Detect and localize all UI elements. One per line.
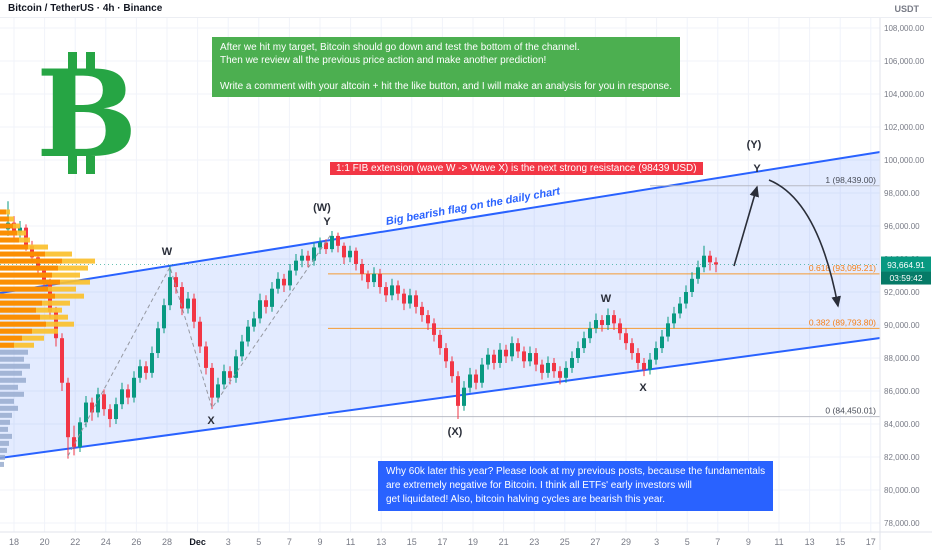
symbol-title[interactable]: Bitcoin / TetherUS · 4h · Binance [8, 3, 163, 14]
svg-text:26: 26 [131, 537, 141, 547]
svg-text:W: W [601, 293, 612, 305]
svg-text:100,000.00: 100,000.00 [884, 156, 925, 165]
svg-text:98,000.00: 98,000.00 [884, 189, 920, 198]
price-axis[interactable] [880, 18, 932, 532]
svg-text:Y: Y [323, 216, 331, 228]
wave-zigzag [67, 232, 333, 457]
svg-text:3: 3 [226, 537, 231, 547]
quote-currency-label: USDT [894, 4, 920, 14]
svg-text:(X): (X) [448, 426, 463, 438]
svg-text:96,000.00: 96,000.00 [884, 222, 920, 231]
fib-resistance-label[interactable]: 1:1 FIB extension (wave W -> Wave X) is … [330, 162, 703, 175]
blue-note-annotation[interactable]: Why 60k later this year? Please look at … [378, 461, 774, 511]
svg-text:1 (98,439.00): 1 (98,439.00) [825, 175, 876, 185]
svg-text:W: W [162, 246, 173, 258]
svg-text:B: B [36, 46, 132, 178]
svg-text:13: 13 [376, 537, 386, 547]
trend-channel [0, 151, 881, 459]
svg-text:29: 29 [621, 537, 631, 547]
time-axis[interactable] [0, 532, 932, 550]
svg-text:24: 24 [101, 537, 111, 547]
note-line [220, 67, 672, 80]
svg-text:03:59:42: 03:59:42 [889, 273, 922, 283]
svg-text:9: 9 [746, 537, 751, 547]
svg-text:20: 20 [40, 537, 50, 547]
svg-text:18: 18 [9, 537, 19, 547]
svg-text:5: 5 [685, 537, 690, 547]
svg-text:84,000.00: 84,000.00 [884, 420, 920, 429]
prediction-arrows [733, 179, 841, 308]
note-line: get liquidated! Also, bitcoin halving cy… [386, 494, 666, 505]
svg-text:86,000.00: 86,000.00 [884, 387, 920, 396]
svg-text:17: 17 [437, 537, 447, 547]
wave-labels: W X (W) Y (X) W X Y (Y) [162, 139, 762, 438]
svg-text:5: 5 [256, 537, 261, 547]
svg-text:22: 22 [70, 537, 80, 547]
svg-text:19: 19 [468, 537, 478, 547]
svg-text:80,000.00: 80,000.00 [884, 486, 920, 495]
svg-text:78,000.00: 78,000.00 [884, 519, 920, 528]
last-price-badge: 93,664.91 03:59:42 [881, 256, 931, 285]
bitcoin-logo: B [36, 44, 137, 185]
svg-text:21: 21 [499, 537, 509, 547]
svg-text:23: 23 [529, 537, 539, 547]
svg-text:106,000.00: 106,000.00 [884, 57, 925, 66]
svg-text:82,000.00: 82,000.00 [884, 453, 920, 462]
svg-text:108,000.00: 108,000.00 [884, 24, 925, 33]
svg-text:88,000.00: 88,000.00 [884, 354, 920, 363]
bitcoin-glyph: B [36, 44, 137, 185]
note-line: After we hit my target, Bitcoin should g… [220, 42, 580, 53]
svg-text:15: 15 [407, 537, 417, 547]
fib-levels: 1 (98,439.00) 0.618 (93,095.21) 0.382 (89,… [328, 175, 880, 418]
volume-profile [0, 209, 95, 467]
svg-text:0.618 (93,095.21): 0.618 (93,095.21) [809, 263, 876, 273]
svg-text:17: 17 [866, 537, 876, 547]
svg-text:28: 28 [162, 537, 172, 547]
svg-text:102,000.00: 102,000.00 [884, 123, 925, 132]
note-line: Write a comment with your altcoin + hit … [220, 81, 672, 92]
svg-text:11: 11 [346, 537, 355, 547]
svg-text:93,664.91: 93,664.91 [887, 260, 925, 270]
chart-header: Bitcoin / TetherUS · 4h · Binance [0, 0, 932, 18]
svg-text:7: 7 [715, 537, 720, 547]
svg-text:27: 27 [590, 537, 600, 547]
svg-text:15: 15 [835, 537, 845, 547]
svg-text:7: 7 [287, 537, 292, 547]
svg-text:Dec: Dec [189, 537, 206, 547]
svg-text:13: 13 [805, 537, 815, 547]
svg-text:3: 3 [654, 537, 659, 547]
svg-text:X: X [639, 382, 647, 394]
svg-text:X: X [207, 415, 215, 427]
svg-text:104,000.00: 104,000.00 [884, 90, 925, 99]
svg-text:9: 9 [317, 537, 322, 547]
note-line: Then we review all the previous price ac… [220, 55, 547, 66]
note-line: are extremely negative for Bitcoin. I th… [386, 480, 692, 491]
svg-text:(W): (W) [313, 202, 331, 214]
svg-text:11: 11 [774, 537, 783, 547]
note-line: Why 60k later this year? Please look at … [386, 466, 766, 477]
svg-text:25: 25 [560, 537, 570, 547]
svg-text:0 (84,450.01): 0 (84,450.01) [825, 406, 876, 416]
svg-text:(Y): (Y) [747, 139, 762, 151]
svg-text:90,000.00: 90,000.00 [884, 321, 920, 330]
green-note-annotation[interactable]: After we hit my target, Bitcoin should g… [212, 37, 680, 97]
svg-text:92,000.00: 92,000.00 [884, 288, 920, 297]
svg-text:Y: Y [753, 163, 761, 175]
candles-layer [6, 201, 718, 459]
svg-text:0.382 (89,793.80): 0.382 (89,793.80) [809, 317, 876, 327]
